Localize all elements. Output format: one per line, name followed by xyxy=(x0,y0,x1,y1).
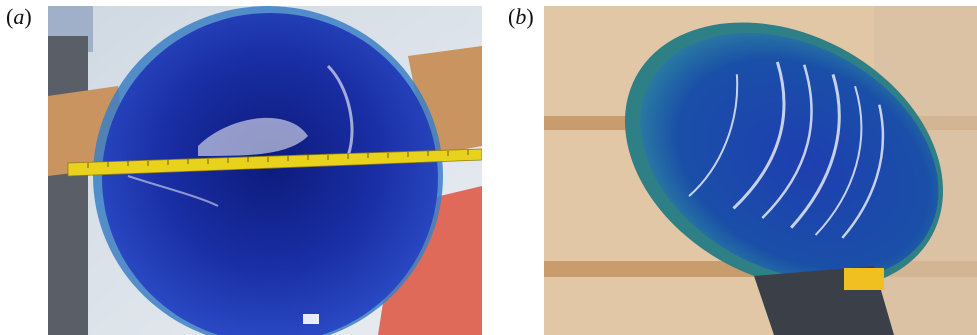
reflection-streak xyxy=(127,175,219,207)
reflection-spot xyxy=(303,314,319,324)
tape-measure xyxy=(67,148,482,177)
clamp-label xyxy=(844,268,884,290)
reflection-highlight xyxy=(198,117,308,156)
tape-measure-ticks xyxy=(87,150,469,168)
ice-streaks xyxy=(688,61,885,239)
panel-a-label: (a) xyxy=(6,4,32,29)
panel-b-label: (b) xyxy=(508,4,534,29)
side-equipment xyxy=(48,36,88,335)
reflection-streak xyxy=(326,64,354,157)
ice-disk xyxy=(640,32,939,281)
photo-ice-disk-tilted-view xyxy=(544,6,977,335)
photo-ice-disk-top-view xyxy=(48,6,482,335)
ice-disk xyxy=(102,13,438,335)
